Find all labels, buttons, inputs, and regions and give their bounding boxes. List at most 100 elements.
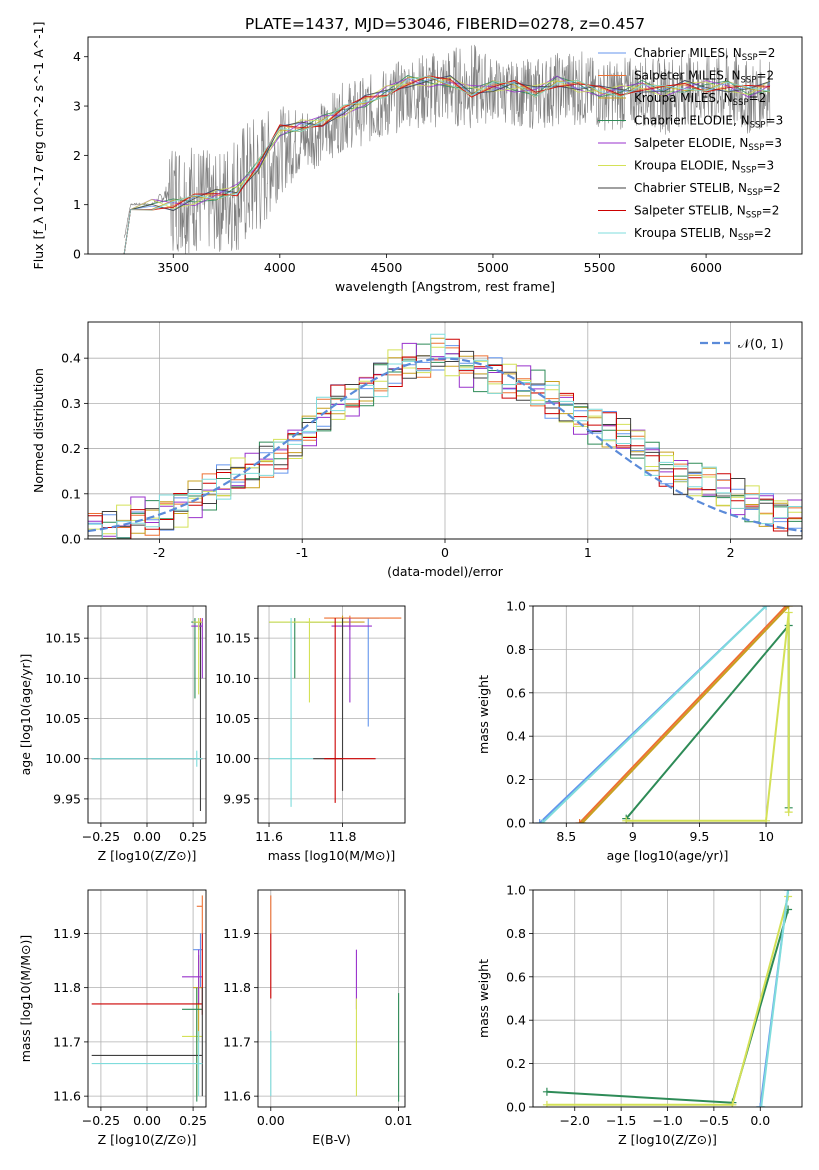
weight_vs_age-marker-2 bbox=[575, 819, 584, 823]
weight_vs_age-ytick-label: 0.0 bbox=[506, 816, 526, 831]
age_vs_Z-xtick-label: 0.25 bbox=[179, 829, 207, 844]
weight_vs_age-xtick-label: 9.5 bbox=[690, 829, 710, 844]
weight_vs_age-xlabel: age [log10(age/yr)] bbox=[607, 848, 729, 863]
mass_vs_Z-xtick-label: 0.25 bbox=[179, 1113, 207, 1128]
weight_vs_age-marker-5 bbox=[762, 816, 771, 823]
weight_vs_age-line-3 bbox=[581, 606, 790, 823]
age_vs_mass-plot-area bbox=[269, 615, 402, 807]
weight_vs_age-marker-0 bbox=[535, 819, 544, 823]
residuals-frame bbox=[87, 321, 803, 540]
spectrum-xtick-label: 6000 bbox=[690, 260, 722, 275]
spectrum-xtick-label: 4500 bbox=[370, 260, 402, 275]
weight_vs_Z-marker-2 bbox=[756, 1103, 765, 1107]
weight_vs_Z-marker-0 bbox=[542, 1087, 551, 1096]
mass_vs_ebv-frame bbox=[257, 889, 406, 1108]
legend-label-6: Chabrier STELIB, NSSP=2 bbox=[634, 181, 781, 198]
residuals-xtick-label: -1 bbox=[296, 545, 308, 560]
age_vs_Z-ytick-label: 10.15 bbox=[45, 631, 81, 646]
residuals-ytick-label: 0.0 bbox=[61, 532, 81, 547]
weight_vs_age-ytick-label: 0.8 bbox=[506, 642, 526, 657]
age_vs_mass-ytick-label: 10.00 bbox=[215, 751, 251, 766]
spectrum-ylabel: Flux [f_λ 10^-17 erg cm^-2 s^-1 A^-1] bbox=[31, 22, 46, 270]
weight_vs_Z-ytick-label: 1.0 bbox=[506, 883, 526, 898]
age_vs_Z-plot-area bbox=[91, 618, 203, 811]
weight_vs_age-xtick-label: 8.5 bbox=[556, 829, 576, 844]
weight_vs_Z-marker-1 bbox=[542, 1100, 551, 1107]
spectrum-xtick-label: 5500 bbox=[584, 260, 616, 275]
age_vs_mass-ytick-label: 10.15 bbox=[215, 631, 251, 646]
age_vs_mass-axes: 11.6 11.8 9.95 10.00 10.05 10.10 10.15 mass [lo… bbox=[215, 605, 406, 863]
mass_vs_Z-xlabel: Z [log10(Z/Z⊙)] bbox=[98, 1132, 197, 1147]
spectrum-xtick-label: 5000 bbox=[477, 260, 509, 275]
spectrum-legend: Chabrier MILES, NSSP=2 Salpeter MILES, NS… bbox=[598, 46, 783, 243]
mass_vs_ebv-xlabel: E(B-V) bbox=[312, 1132, 351, 1147]
weight_vs_age-ytick-label: 0.2 bbox=[506, 772, 526, 787]
spectrum-ytick-label: 0 bbox=[73, 247, 81, 262]
age_vs_Z-ytick-label: 10.10 bbox=[45, 671, 81, 686]
spectrum-ytick-label: 1 bbox=[73, 197, 81, 212]
mass_vs_Z-ytick-label: 11.7 bbox=[53, 1034, 81, 1049]
age_vs_mass-ytick-label: 10.10 bbox=[215, 671, 251, 686]
mass_vs_ebv-ytick-label: 11.6 bbox=[223, 1089, 251, 1104]
weight_vs_Z-xlabel: Z [log10(Z/Z⊙)] bbox=[618, 1132, 717, 1147]
weight_vs_Z-ytick-label: 0.6 bbox=[506, 969, 526, 984]
weight_vs_age-xtick-label: 10 bbox=[758, 829, 774, 844]
mass_vs_Z-axes: −0.25 0.00 0.25 11.6 11.7 11.8 11.9 Z [log10(Z/… bbox=[18, 889, 207, 1147]
weight_vs_age-line-1 bbox=[541, 606, 767, 823]
weight_vs_age-ytick-label: 0.4 bbox=[506, 729, 526, 744]
weight_vs_age-frame bbox=[532, 605, 803, 824]
age_vs_Z-xlabel: Z [log10(Z/Z⊙)] bbox=[98, 848, 197, 863]
residuals-ytick-label: 0.2 bbox=[61, 441, 81, 456]
residual-hist-8 bbox=[88, 333, 802, 539]
residuals-ytick-label: 0.4 bbox=[61, 351, 81, 366]
age_vs_Z-frame bbox=[87, 605, 207, 824]
age_vs_Z-ytick-label: 9.95 bbox=[53, 791, 81, 806]
mass_vs_Z-ylabel: mass [log10(M/M⊙)] bbox=[18, 935, 33, 1063]
weight_vs_age-marker-5 bbox=[784, 608, 793, 617]
model-line-6 bbox=[123, 75, 771, 254]
mass_vs_Z-ytick-label: 11.9 bbox=[53, 926, 81, 941]
age_vs_Z-ylabel: age [log10(age/yr)] bbox=[18, 654, 33, 776]
figure-title: PLATE=1437, MJD=53046, FIBERID=0278, z=0… bbox=[245, 15, 645, 33]
residuals-xtick-label: 0 bbox=[441, 545, 449, 560]
legend-label-5: Kroupa ELODIE, NSSP=3 bbox=[634, 159, 774, 176]
weight_vs_Z-plot-area bbox=[542, 890, 793, 1107]
weight_vs_Z-xtick-label: 0.0 bbox=[750, 1113, 770, 1128]
mass_vs_Z-xtick-label: −0.25 bbox=[82, 1113, 120, 1128]
residuals-ytick-label: 0.1 bbox=[61, 486, 81, 501]
spectrum-xtick-label: 4000 bbox=[264, 260, 296, 275]
age_vs_Z-ytick-label: 10.00 bbox=[45, 751, 81, 766]
mass_vs_ebv-ytick-label: 11.7 bbox=[223, 1034, 251, 1049]
weight_vs_age-line-5 bbox=[626, 612, 790, 822]
observed-spectrum-line bbox=[123, 44, 771, 254]
mass_vs_Z-plot-area bbox=[91, 895, 203, 1102]
model-line-7 bbox=[123, 75, 771, 254]
age_vs_Z-axes: −0.25 0.00 0.25 9.95 10.00 10.05 10.10 10.15 Z [… bbox=[18, 605, 207, 863]
spectrum-axes: 3500 4000 4500 5000 5500 6000 0 1 2 3 4 wavelength … bbox=[31, 22, 803, 294]
spectrum-frame bbox=[87, 36, 803, 255]
weight_vs_Z-marker-1 bbox=[728, 1100, 737, 1107]
weight_vs_age-marker-5 bbox=[784, 808, 793, 817]
residual-hist-6 bbox=[88, 350, 802, 537]
weight_vs_Z-ytick-label: 0.0 bbox=[506, 1100, 526, 1115]
legend-label-0: Chabrier MILES, NSSP=2 bbox=[634, 46, 775, 63]
residuals-xtick-label: 2 bbox=[727, 545, 735, 560]
age_vs_Z-ytick-label: 10.05 bbox=[45, 711, 81, 726]
weight_vs_age-marker-5 bbox=[622, 816, 631, 823]
mass_vs_Z-frame bbox=[87, 889, 207, 1108]
residuals-xlabel: (data-model)/error bbox=[387, 564, 504, 579]
weight_vs_Z-xtick-label: −2.0 bbox=[560, 1113, 590, 1128]
legend-label-7: Salpeter STELIB, NSSP=2 bbox=[634, 204, 779, 221]
spectrum-xlabel: wavelength [Angstrom, rest frame] bbox=[335, 279, 555, 294]
weight_vs_Z-line-3 bbox=[760, 890, 790, 1107]
legend-label-1: Salpeter MILES, NSSP=2 bbox=[634, 69, 774, 86]
spectrum-ytick-label: 4 bbox=[73, 49, 81, 64]
weight_vs_Z-xtick-label: −1.0 bbox=[652, 1113, 682, 1128]
weight_vs_Z-ytick-label: 0.4 bbox=[506, 1013, 526, 1028]
mass_vs_ebv-xtick-label: 0.01 bbox=[385, 1113, 413, 1128]
age_vs_mass-xtick-label: 11.6 bbox=[255, 829, 283, 844]
residuals-ylabel: Normed distribution bbox=[31, 368, 46, 493]
mass_vs_ebv-axes: 0.00 0.01 11.6 11.7 11.8 11.9 E(B-V) bbox=[223, 889, 413, 1147]
weight_vs_age-marker-1 bbox=[538, 819, 547, 823]
